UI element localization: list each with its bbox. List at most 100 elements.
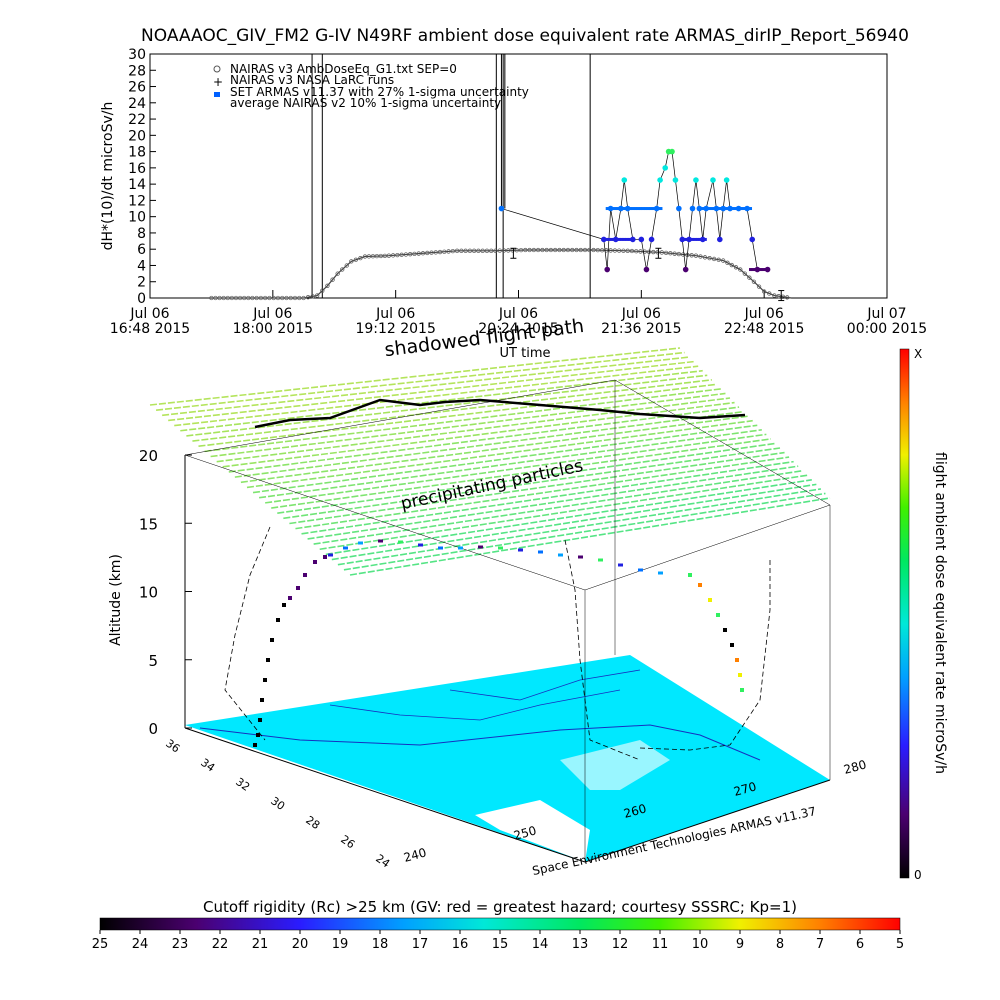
flight-point <box>288 596 292 600</box>
armas-run-point <box>617 237 621 241</box>
particle-stripe <box>307 465 799 540</box>
altitude-tick-label: 0 <box>148 720 158 738</box>
nairas-point <box>612 248 618 253</box>
armas-run-point <box>710 207 714 211</box>
nairas-point <box>280 295 285 301</box>
series-nairas-v3-line <box>211 249 792 299</box>
top-series <box>209 54 792 302</box>
nairas-point <box>565 247 571 253</box>
dose-colorbar-scale <box>899 348 910 879</box>
nairas-point <box>651 249 656 255</box>
y-tick-label: 20 <box>128 128 146 144</box>
nairas-point <box>246 295 251 301</box>
armas-run-point <box>626 207 630 211</box>
flight-point <box>723 628 727 632</box>
flight-point <box>328 553 333 557</box>
nairas-point <box>733 265 739 270</box>
y-tick-label: 16 <box>128 161 146 177</box>
longitude-tick-label: 240 <box>402 845 428 864</box>
box-edge <box>184 454 586 591</box>
dashed-projection <box>564 539 641 761</box>
nairas-point <box>725 260 730 265</box>
rigidity-colorbar-title: Cutoff rigidity (Rc) >25 km (GV: red = g… <box>203 898 797 916</box>
rigidity-tick-label: 25 <box>92 937 109 952</box>
legend-item: NAIRAS v3 AmbDoseEq_G1.txt SEP=0 <box>230 62 457 76</box>
rigidity-tick-label: 9 <box>736 937 744 952</box>
armas-point <box>717 236 723 243</box>
nairas-point <box>209 295 214 301</box>
x-tick-label: Jul 06 <box>621 306 661 322</box>
nairas-point <box>242 295 247 301</box>
nairas-point <box>680 252 686 257</box>
particle-stripe <box>295 456 790 530</box>
armas-run-point <box>749 207 753 211</box>
flight-point <box>558 553 563 557</box>
nairas-point <box>408 252 413 257</box>
flight-point <box>598 558 603 562</box>
particle-stripe <box>168 360 694 422</box>
particle-stripe <box>155 351 685 411</box>
nairas-point <box>548 247 554 253</box>
nairas-point <box>785 295 790 300</box>
nairas-point <box>772 293 777 298</box>
armas-run-point <box>641 207 645 211</box>
y-tick-label: 12 <box>128 193 146 209</box>
nairas-point <box>484 248 490 253</box>
armas-run-point <box>615 207 619 211</box>
nairas-point <box>399 252 404 257</box>
legend-item: NAIRAS v3 NASA LaRC runs <box>230 73 394 87</box>
nairas-point <box>320 288 325 293</box>
armas-run-point <box>621 207 625 211</box>
nairas-point <box>463 248 468 253</box>
particle-stripe <box>228 406 740 473</box>
nairas-point <box>271 295 276 301</box>
armas-run-point <box>688 237 692 241</box>
nairas-point <box>489 248 494 253</box>
nairas-point <box>506 248 511 253</box>
nairas-point <box>349 259 354 264</box>
y-tick-label: 22 <box>128 112 146 128</box>
armas-run-point <box>696 237 700 241</box>
nairas-point <box>582 247 588 253</box>
armas-run-point <box>713 207 717 211</box>
armas-run-point <box>630 237 634 241</box>
particle-stripe <box>186 374 708 437</box>
armas-point <box>604 266 611 273</box>
y-tick-label: 28 <box>128 63 146 79</box>
nairas-point <box>353 257 359 262</box>
armas-run-point <box>625 237 629 241</box>
rigidity-tick-label: 22 <box>212 937 229 952</box>
rigidity-tick-label: 20 <box>292 937 309 952</box>
y-tick-label: 6 <box>137 242 146 258</box>
nairas-point <box>476 248 481 253</box>
rigidity-tick-label: 23 <box>172 937 189 952</box>
longitude-tick-label: 260 <box>622 801 648 820</box>
nairas-point <box>378 253 384 259</box>
particle-stripe <box>277 442 776 514</box>
longitude-axis: 240 250 260 270 280 <box>402 757 868 864</box>
nairas-point <box>540 247 545 253</box>
nairas-point <box>707 255 712 261</box>
armas-run-point <box>654 207 658 211</box>
nairas-point <box>659 250 664 255</box>
flight-point <box>378 539 383 543</box>
nairas-point <box>711 256 717 262</box>
armas-point <box>723 177 730 183</box>
flight-point <box>538 550 543 554</box>
armas-run-point <box>656 207 660 211</box>
altitude-label: Altitude (km) <box>108 554 124 646</box>
nairas-point <box>437 249 443 255</box>
particle-stripe <box>331 483 817 561</box>
armas-point <box>672 177 679 183</box>
nairas-point <box>416 251 421 256</box>
armas-point <box>682 266 689 273</box>
particle-stripe <box>180 369 703 432</box>
precipitating-particle-sheet <box>149 347 831 576</box>
armas-run-point <box>609 237 613 241</box>
y-tick-label: 18 <box>128 145 146 161</box>
rigidity-tick-label: 5 <box>896 937 904 952</box>
nairas-point <box>738 267 743 272</box>
nairas-point <box>217 295 222 301</box>
